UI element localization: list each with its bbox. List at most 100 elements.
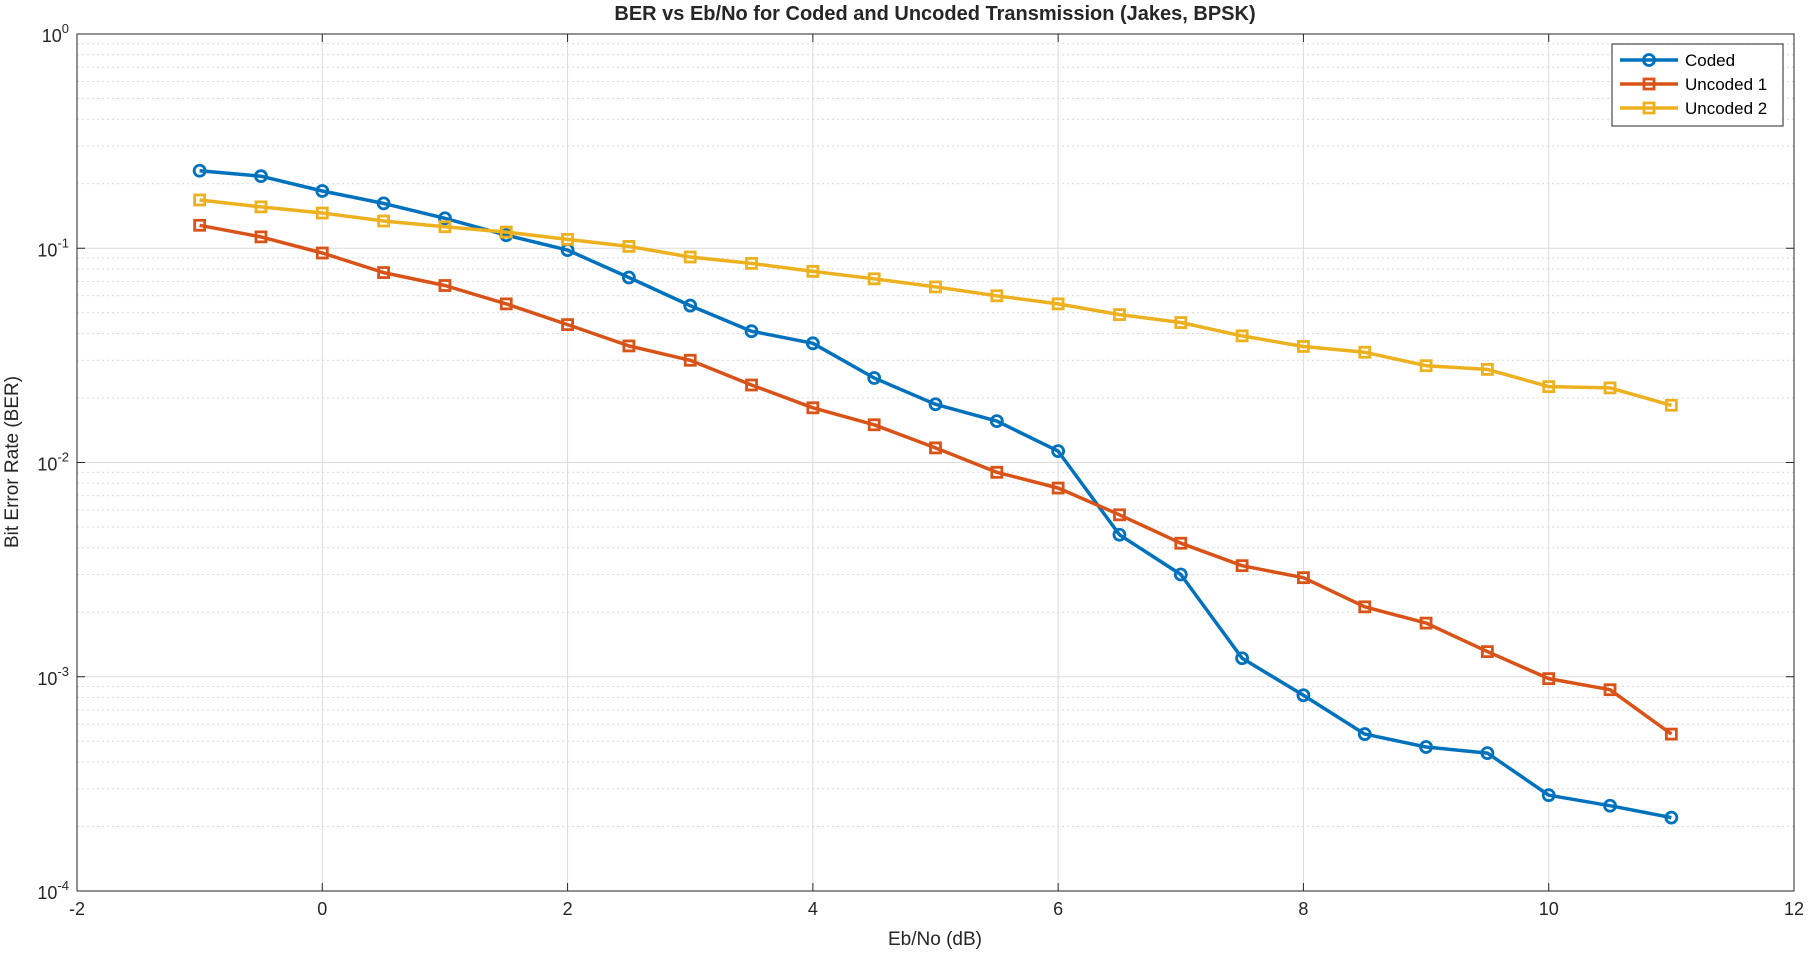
chart-title: BER vs Eb/No for Coded and Uncoded Trans… <box>614 3 1255 25</box>
data-point <box>438 279 452 292</box>
data-point <box>192 163 207 178</box>
x-tick-label: -2 <box>69 899 85 919</box>
legend-label: Coded <box>1685 51 1735 70</box>
series-line-coded <box>199 168 1672 820</box>
x-axis-label: Eb/No (dB) <box>888 929 982 950</box>
data-point <box>1541 788 1556 803</box>
data-point <box>1051 444 1066 459</box>
data-point <box>1358 345 1372 359</box>
data-point <box>1235 329 1249 343</box>
x-axis-ticks: -2 0 2 4 6 8 10 12 <box>69 34 1804 919</box>
data-point <box>193 218 207 232</box>
legend-marker <box>1642 77 1656 91</box>
data-point <box>806 401 820 415</box>
data-point <box>745 378 758 392</box>
data-point <box>438 220 452 234</box>
data-point <box>928 397 943 412</box>
data-point <box>1664 398 1678 412</box>
data-point <box>561 318 574 332</box>
x-tick-label: 10 <box>1539 899 1559 919</box>
data-point <box>1603 798 1617 813</box>
data-point <box>499 225 513 239</box>
data-point <box>1113 308 1126 322</box>
data-point <box>805 336 820 351</box>
x-tick-label: 8 <box>1298 899 1308 919</box>
legend: Coded Uncoded 1 Uncoded 2 <box>1611 43 1784 127</box>
data-point <box>622 339 636 353</box>
data-point <box>1296 688 1311 703</box>
y-axis-ticks: 10-4 10-3 10-2 10-1 100 <box>37 21 1794 903</box>
data-point <box>254 200 268 214</box>
data-point <box>1419 616 1433 630</box>
data-point <box>254 230 268 244</box>
data-point <box>1603 381 1617 395</box>
data-point <box>561 232 574 246</box>
legend-label: Uncoded 1 <box>1685 75 1767 94</box>
data-point <box>377 214 391 228</box>
data-point <box>1112 527 1127 542</box>
legend-item-coded: Coded <box>1620 51 1735 70</box>
data-point <box>1235 559 1249 573</box>
data-point <box>745 256 758 270</box>
data-point <box>1297 340 1310 353</box>
series-line-uncoded-1 <box>199 223 1673 736</box>
x-tick-label: 2 <box>563 899 573 919</box>
data-point <box>990 289 1004 303</box>
y-tick-label: 10-4 <box>37 878 69 903</box>
data-point <box>1419 359 1433 373</box>
data-point <box>929 441 942 455</box>
data-point <box>376 196 391 211</box>
data-point <box>1664 810 1679 825</box>
data-point <box>622 240 636 253</box>
y-tick-label: 100 <box>42 21 69 46</box>
x-tick-label: 6 <box>1053 899 1063 919</box>
data-point <box>315 206 329 220</box>
data-point <box>1542 380 1556 394</box>
data-point <box>990 465 1004 479</box>
data-point <box>1051 481 1065 495</box>
data-point <box>621 270 636 285</box>
data-point <box>867 371 882 385</box>
data-point <box>683 250 697 264</box>
minor-grid <box>77 43 1794 828</box>
legend-item-uncoded-2: Uncoded 2 <box>1620 99 1767 118</box>
data-point <box>1051 297 1065 311</box>
series-coded <box>192 163 1679 825</box>
data-point <box>1603 683 1617 697</box>
data-point <box>929 280 942 294</box>
series-layer <box>192 163 1679 825</box>
data-point <box>1419 740 1433 754</box>
data-point <box>1297 571 1310 585</box>
data-point <box>744 324 759 339</box>
legend-label: Uncoded 2 <box>1685 99 1767 118</box>
data-point <box>1113 508 1126 522</box>
x-tick-label: 0 <box>317 899 327 919</box>
legend-marker <box>1642 101 1656 115</box>
data-point <box>193 193 207 207</box>
data-point <box>1480 645 1494 659</box>
data-point <box>1358 600 1372 614</box>
data-point <box>1542 672 1556 686</box>
data-point <box>1235 651 1250 666</box>
x-tick-label: 4 <box>808 899 818 919</box>
data-point <box>1174 536 1188 550</box>
y-tick-label: 10-3 <box>37 664 69 689</box>
data-point <box>254 169 268 184</box>
data-point <box>683 298 698 313</box>
x-tick-label: 12 <box>1784 899 1804 919</box>
data-point <box>1480 746 1495 761</box>
data-point <box>867 418 881 432</box>
data-point <box>1357 727 1372 741</box>
data-point <box>1480 362 1494 376</box>
legend-item-uncoded-1: Uncoded 1 <box>1620 75 1767 94</box>
data-point <box>315 184 330 198</box>
data-point <box>867 272 881 286</box>
data-point <box>683 353 697 367</box>
data-point <box>499 297 513 311</box>
data-point <box>1174 316 1188 329</box>
series-line-uncoded-2 <box>199 198 1672 407</box>
y-tick-label: 10-2 <box>37 450 69 475</box>
y-axis-label: Bit Error Rate (BER) <box>2 376 23 548</box>
data-point <box>1173 567 1188 582</box>
